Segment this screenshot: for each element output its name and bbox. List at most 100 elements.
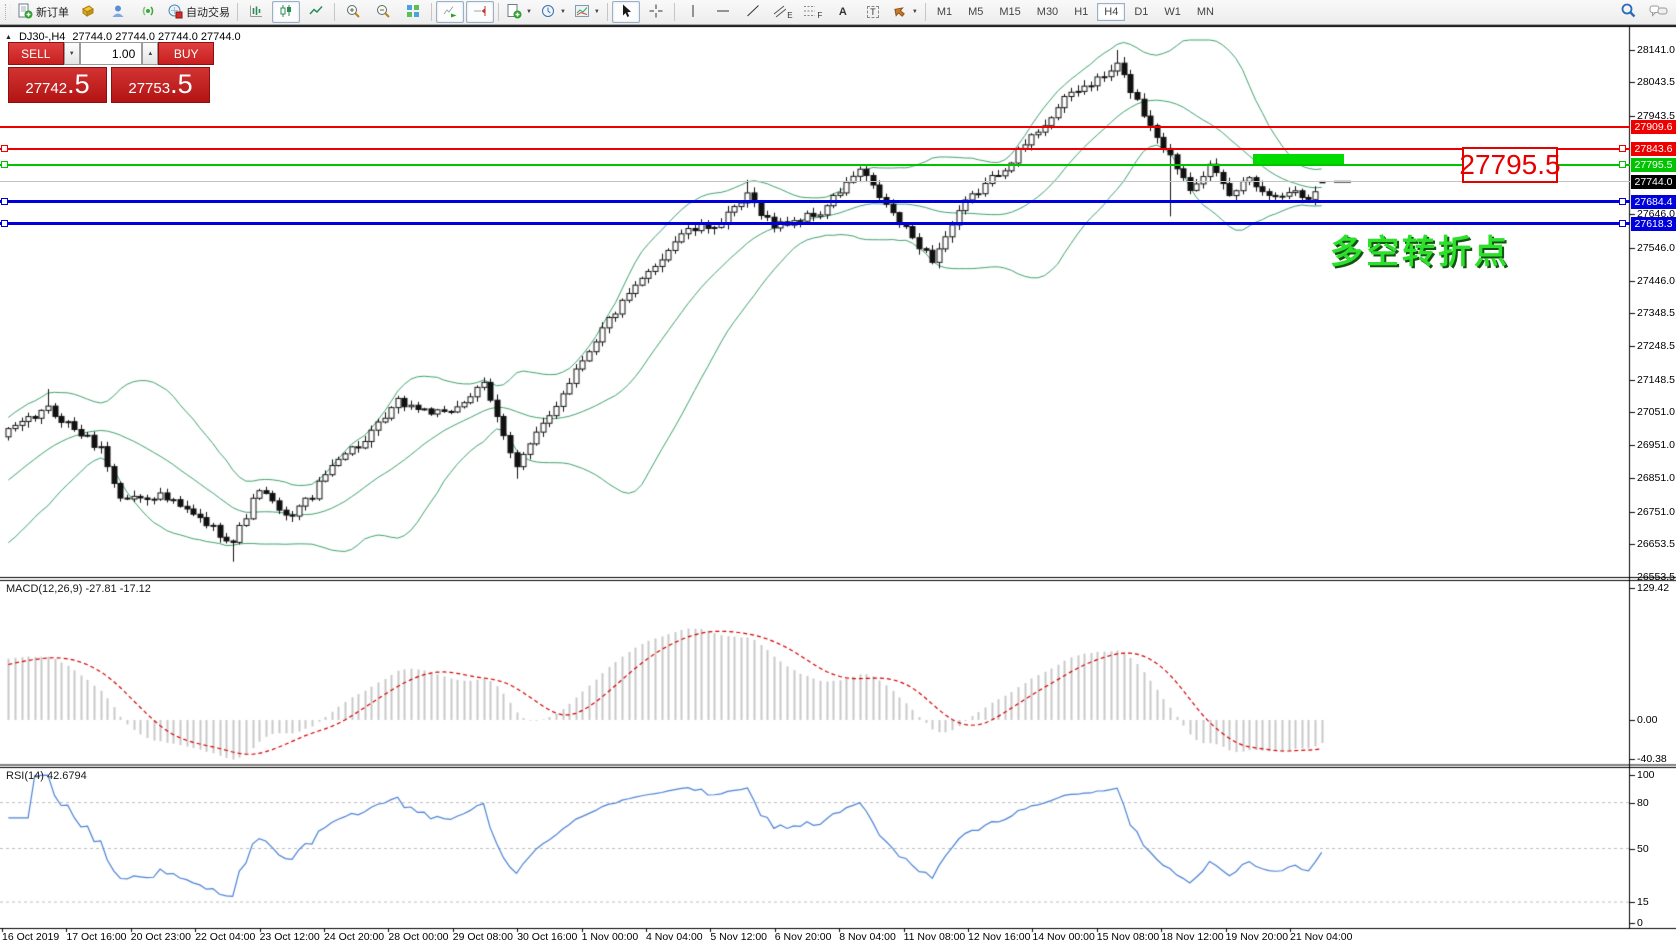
price-axis-badge-27843.6: 27843.6	[1631, 141, 1676, 156]
rsi-axis-tick: 50	[1637, 842, 1649, 855]
line-endpoint-handle[interactable]	[1, 220, 8, 228]
sell-button[interactable]: SELL	[8, 42, 64, 65]
horizontal-line-27618.3[interactable]	[0, 222, 1630, 226]
horizontal-line-27684.4[interactable]	[0, 200, 1630, 204]
buy-price-frac: .5	[170, 69, 193, 99]
horizontal-line-27909.6[interactable]	[0, 125, 1630, 128]
shapes-tool-button[interactable]: ▼	[889, 1, 921, 23]
horizontal-line-tool-button[interactable]	[709, 1, 737, 23]
volume-increase-button[interactable]: ▲	[142, 42, 159, 65]
volume-input[interactable]: 1.00	[79, 42, 143, 65]
fibonacci-icon	[803, 3, 816, 22]
buy-button[interactable]: BUY	[158, 42, 214, 65]
separator	[498, 3, 499, 21]
signals-button[interactable]	[134, 1, 162, 23]
text-label-tool-button[interactable]: T	[859, 1, 887, 23]
web-profile-button[interactable]	[104, 1, 132, 23]
macd-indicator-label: MACD(12,26,9) -27.81 -17.12	[6, 583, 151, 595]
timeframe-button-h1[interactable]: H1	[1074, 6, 1089, 18]
horizontal-line-27795.5[interactable]	[0, 163, 1630, 166]
crosshair-icon	[648, 3, 664, 22]
line-endpoint-handle[interactable]	[1619, 161, 1626, 169]
autotrading-button[interactable]: 自动交易	[164, 1, 233, 23]
text-label-letter: T	[867, 6, 879, 18]
candlestick-mode-button[interactable]	[272, 1, 300, 23]
separator	[606, 3, 608, 21]
tile-windows-button[interactable]	[399, 1, 427, 23]
line-endpoint-handle[interactable]	[1, 198, 8, 206]
chat-bubbles-icon	[1649, 3, 1668, 22]
time-axis-label: 22 Oct 04:00	[195, 931, 256, 943]
chart-canvas[interactable]	[0, 26, 1676, 949]
time-axis-label: 12 Nov 16:00	[968, 931, 1031, 943]
profile-person-icon	[110, 3, 126, 22]
rsi-indicator-label: RSI(14) 42.6794	[6, 770, 87, 782]
trendline-tool-button[interactable]	[739, 1, 767, 23]
time-axis-label: 11 Nov 08:00	[903, 931, 966, 943]
line-endpoint-handle[interactable]	[1619, 145, 1626, 153]
search-icon	[1620, 2, 1637, 22]
separator	[334, 3, 335, 21]
caret-down-icon: ▼	[68, 50, 75, 57]
chart-shift-button[interactable]	[466, 1, 494, 23]
caret-up-icon: ▲	[147, 50, 154, 57]
auto-scroll-button[interactable]	[436, 1, 464, 23]
text-tool-button[interactable]: A	[829, 1, 857, 23]
volume-decrease-button[interactable]: ▼	[63, 42, 80, 65]
search-button[interactable]	[1614, 1, 1642, 23]
line-chart-mode-button[interactable]	[302, 1, 330, 23]
time-axis-label: 24 Oct 20:00	[324, 931, 385, 943]
channel-letter: E	[787, 10, 793, 20]
highlight-rectangle[interactable]	[1253, 154, 1344, 164]
price-axis-badge-27795.5: 27795.5	[1631, 157, 1676, 172]
timeframe-button-m1[interactable]: M1	[936, 6, 953, 18]
line-endpoint-handle[interactable]	[1, 161, 8, 169]
buy-price-display[interactable]: 27753.5	[111, 67, 210, 103]
line-endpoint-handle[interactable]	[1619, 198, 1626, 206]
separator	[673, 3, 675, 21]
price-axis-tick: 27051.0	[1637, 405, 1675, 418]
timeframe-button-d1[interactable]: D1	[1134, 6, 1149, 18]
sell-price-main: 27742	[25, 80, 68, 97]
zoom-in-button[interactable]	[339, 1, 367, 23]
new-order-label: 新订单	[36, 7, 69, 19]
timeframe-button-w1[interactable]: W1	[1164, 6, 1181, 18]
timeframe-button-m15[interactable]: M15	[999, 6, 1021, 18]
macd-axis-tick: 129.42	[1637, 582, 1670, 594]
price-callout-label[interactable]: 27795.5	[1459, 147, 1561, 183]
crosshair-tool-button[interactable]	[642, 1, 670, 23]
price-axis-badge-27618.3: 27618.3	[1631, 216, 1676, 231]
community-chat-button[interactable]	[1644, 1, 1672, 23]
timeframe-button-mn[interactable]: MN	[1196, 6, 1214, 18]
horizontal-line-27843.6[interactable]	[0, 147, 1630, 150]
timeframe-button-h4[interactable]: H4	[1097, 3, 1126, 21]
line-endpoint-handle[interactable]	[1, 145, 8, 153]
new-chart-button[interactable]: ▼	[503, 1, 535, 23]
annotation-text[interactable]: 多空转折点	[1330, 233, 1510, 270]
vertical-line-tool-button[interactable]	[679, 1, 707, 23]
bar-chart-mode-button[interactable]	[242, 1, 270, 23]
timeframe-button-m5[interactable]: M5	[968, 6, 984, 18]
timeframe-button-m30[interactable]: M30	[1036, 6, 1059, 18]
period-clock-button[interactable]: ▼	[537, 1, 569, 23]
main-toolbar: 新订单 自动交易 ▼ ▼ ▼ E F A T ▼ M1 M5 M15 M30 H1 H4 D…	[0, 0, 1676, 25]
fibonacci-tool-button[interactable]: F	[799, 1, 827, 23]
template-button[interactable]: ▼	[571, 1, 603, 23]
price-axis-tick: 28043.5	[1637, 76, 1675, 89]
dropdown-caret-icon: ▼	[559, 9, 566, 15]
one-click-trading-panel: SELL ▼ 1.00 ▲ BUY 27742.5 27753.5	[8, 42, 214, 103]
price-axis-tick: 26751.0	[1637, 505, 1675, 518]
collapse-chart-button[interactable]: ▲	[5, 33, 12, 41]
sell-price-display[interactable]: 27742.5	[8, 67, 107, 103]
zoom-out-button[interactable]	[369, 1, 397, 23]
cursor-tool-button[interactable]	[611, 1, 640, 23]
rsi-axis-tick: 15	[1637, 896, 1649, 909]
horizontal-line-27744[interactable]	[0, 181, 1630, 183]
chart-window: 27909.6 27843.6 27795.5 27744.0 27684.4 27618…	[0, 25, 1676, 949]
gold-deposit-button[interactable]	[74, 1, 102, 23]
channel-tool-button[interactable]: E	[769, 1, 797, 23]
line-endpoint-handle[interactable]	[1619, 220, 1626, 228]
new-order-button[interactable]: 新订单	[14, 1, 72, 23]
signal-broadcast-icon	[140, 3, 156, 22]
zoom-in-icon	[345, 3, 361, 22]
